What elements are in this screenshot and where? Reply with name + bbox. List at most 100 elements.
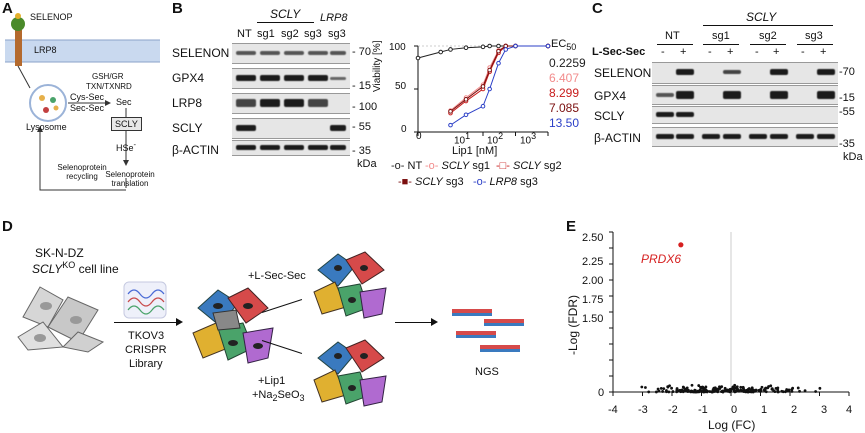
band — [676, 69, 694, 75]
e-xtick-2: -2 — [668, 404, 678, 416]
c-nt: NT — [665, 30, 680, 42]
band — [702, 134, 720, 139]
band — [656, 112, 674, 117]
volcano-gene-point — [776, 386, 780, 390]
data-point-0-4 — [480, 44, 486, 50]
d-arrow-to-ngs — [395, 322, 433, 323]
lysosome-label: Lysosome — [26, 122, 67, 132]
volcano-gene-point — [687, 388, 690, 392]
e-xtick-0: -4 — [608, 404, 618, 416]
chart-xtick-3: 103 — [520, 131, 537, 147]
e-ytick-6: 1.50 — [582, 313, 604, 325]
b-row-label-1: GPX4 — [172, 71, 205, 85]
e-xtick-1: -3 — [638, 404, 648, 416]
volcano-gene-point — [690, 383, 694, 387]
volcano-gene-point — [749, 388, 753, 392]
band — [330, 77, 346, 80]
d-arrow-head-pool — [176, 318, 183, 326]
chart-ytick-2: 100 — [389, 42, 406, 53]
volcano-gene-point — [720, 385, 724, 389]
cells-bottom — [313, 339, 387, 407]
volcano-gene-point — [720, 390, 723, 394]
b-blot-actin — [232, 140, 350, 156]
volcano-gene-point — [662, 387, 666, 391]
c-row-label-2: SCLY — [594, 109, 625, 123]
data-point-0-2 — [448, 47, 453, 52]
volcano-gene-point — [657, 389, 661, 393]
c-mw-0: -70 — [839, 66, 855, 78]
d-treat-1: +L-Sec-Sec — [248, 270, 306, 282]
band — [723, 91, 741, 99]
ec50-value-2: 8.299 — [549, 86, 580, 100]
panel-label-d: D — [2, 218, 13, 235]
band — [796, 134, 814, 139]
volcano-gene-point — [659, 386, 663, 390]
band — [656, 134, 674, 139]
volcano-gene-point — [685, 386, 689, 390]
legend-scly-sg1: -o- SCLY sg1 — [425, 160, 491, 172]
band — [236, 51, 256, 55]
c-sg2-line — [750, 44, 786, 45]
volcano-gene-point — [697, 384, 701, 387]
txn-label: TXN/TXNRD — [86, 82, 132, 91]
data-point-0-0 — [415, 55, 421, 61]
legend-lrp8-sg3: -o- LRP8 sg3 — [473, 176, 538, 188]
b-blot-scly — [232, 118, 350, 139]
volcano-gene-point — [798, 389, 801, 393]
scly-box: SCLY — [111, 117, 142, 131]
band — [676, 112, 694, 117]
e-xlabel: Log (FC) — [708, 418, 756, 432]
volcano-gene-point — [776, 388, 780, 392]
volcano-gene-point — [769, 384, 773, 388]
band — [308, 145, 328, 150]
e-xtick-7: 3 — [821, 404, 828, 416]
data-point-4-7 — [545, 43, 551, 49]
c-group-scly-line — [703, 25, 833, 26]
e-xtick-8: 4 — [846, 404, 853, 416]
d-ngs: NGS — [475, 366, 499, 378]
b-mw-0: - 70 — [352, 46, 371, 58]
volcano-gene-point — [739, 385, 743, 389]
c-sign-0: - — [661, 46, 665, 58]
ec50-title: EC50 — [551, 38, 577, 53]
panel-label-e: E — [566, 218, 577, 235]
volcano-gene-point — [666, 385, 670, 389]
band — [308, 99, 328, 107]
recycling-label: Selenoprotein recycling — [57, 163, 107, 181]
c-group-scly: SCLY — [746, 10, 777, 24]
e-xtick-3: -1 — [698, 404, 708, 416]
band — [817, 134, 835, 139]
d-library-3: Library — [129, 358, 163, 370]
volcano-gene-point — [716, 388, 720, 392]
chart-ytick-1: 50 — [395, 81, 407, 92]
volcano-gene-point — [670, 386, 673, 390]
band — [284, 145, 304, 150]
volcano-gene-point — [790, 390, 794, 393]
volcano-gene-point — [732, 386, 736, 390]
c-nt-line — [657, 44, 693, 45]
c-mw-1: -15 — [839, 92, 855, 104]
volcano-gene-point — [718, 385, 721, 389]
b-group-scly: SCLY — [270, 7, 301, 21]
data-point-4-3 — [487, 86, 492, 92]
chart-xtick-0: 0 — [416, 131, 422, 142]
selenop-label: SELENOP — [30, 12, 73, 22]
band — [770, 134, 788, 139]
b-mw-2: - 100 — [352, 101, 378, 113]
band — [817, 91, 835, 99]
volcano-gene-point — [818, 386, 822, 390]
cells-pool — [192, 287, 274, 364]
band — [236, 145, 256, 150]
b-mw-1: - 15 — [352, 80, 371, 92]
band — [723, 134, 741, 139]
volcano-gene-point — [767, 385, 770, 388]
c-sign-7: + — [820, 46, 827, 58]
band — [770, 69, 788, 75]
e-ylabel: -Log (FDR) — [566, 294, 580, 355]
d-treat-2a: +Lip1 — [258, 375, 286, 387]
volcano-gene-point — [661, 390, 665, 393]
c-sg1-line — [703, 44, 739, 45]
volcano-gene-point — [814, 390, 818, 393]
sec-sec-label: Sec-Sec — [70, 103, 105, 113]
ec50-value-1: 6.407 — [549, 71, 580, 85]
